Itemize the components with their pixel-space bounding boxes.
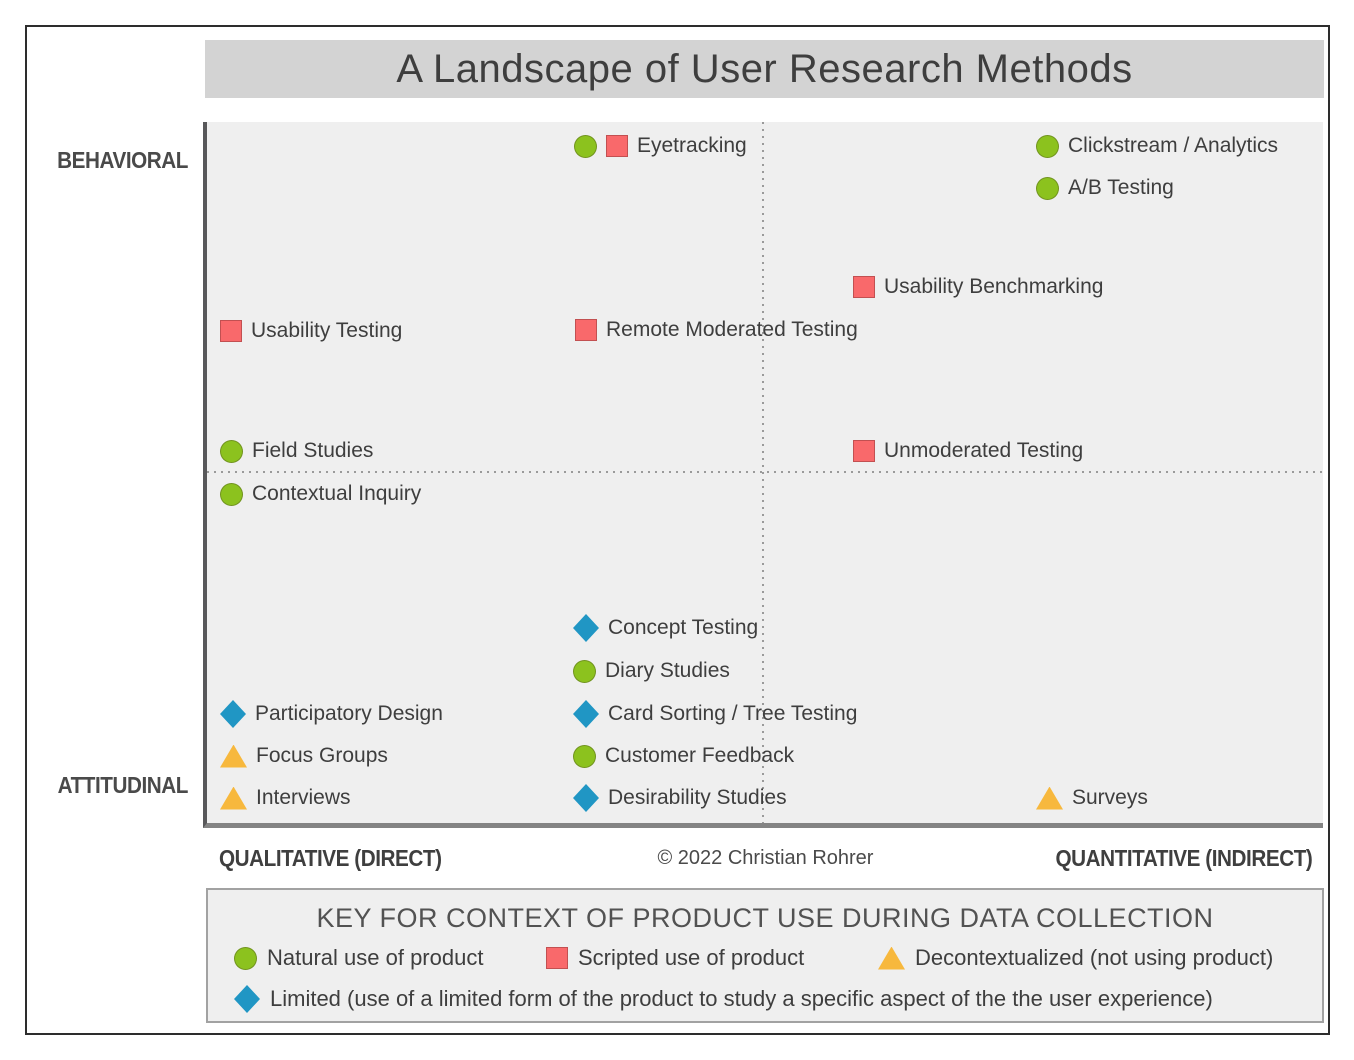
title-banner: A Landscape of User Research Methods — [205, 40, 1324, 98]
legend-label: Natural use of product — [267, 945, 484, 970]
limited-diamond-icon — [573, 614, 599, 642]
y-axis-label-behavioral: BEHAVIORAL — [57, 147, 189, 173]
method-item-usability-benchmarking: Usability Benchmarking — [853, 272, 1103, 302]
method-label: Clickstream / Analytics — [1068, 134, 1279, 157]
method-item-concept-testing: Concept Testing — [573, 613, 758, 643]
natural-circle-icon — [220, 439, 243, 463]
method-label: Interviews — [256, 786, 351, 809]
y-axis-label-attitudinal: ATTITUDINAL — [57, 772, 189, 798]
method-label: Customer Feedback — [605, 744, 795, 767]
method-item-desirability-studies: Desirability Studies — [573, 783, 787, 813]
page-title: A Landscape of User Research Methods — [396, 46, 1133, 91]
legend-label: Scripted use of product — [578, 945, 805, 970]
legend-title: KEY FOR CONTEXT OF PRODUCT USE DURING DA… — [316, 903, 1214, 933]
method-label: Contextual Inquiry — [252, 482, 422, 505]
method-label: Diary Studies — [605, 659, 730, 682]
limited-diamond-icon — [573, 700, 599, 728]
legend-label: Decontextualized (not using product) — [915, 945, 1274, 970]
scripted-square-icon — [853, 276, 875, 298]
method-item-remote-moderated-testing: Remote Moderated Testing — [575, 315, 858, 345]
method-item-contextual-inquiry: Contextual Inquiry — [220, 479, 421, 509]
method-item-eyetracking: Eyetracking — [574, 131, 747, 161]
limited-diamond-icon — [220, 700, 246, 728]
method-label: Card Sorting / Tree Testing — [608, 702, 858, 725]
method-item-a-b-testing: A/B Testing — [1036, 173, 1174, 203]
natural-circle-icon — [574, 134, 597, 158]
method-item-usability-testing: Usability Testing — [220, 316, 402, 346]
method-label: Usability Testing — [251, 319, 403, 342]
legend-entry-natural: Natural use of product — [234, 943, 483, 973]
x-axis-label-quantitative: QUANTITATIVE (INDIRECT) — [1055, 844, 1312, 871]
method-label: Usability Benchmarking — [884, 275, 1104, 298]
scripted-square-icon — [853, 440, 875, 462]
legend-label: Limited (use of a limited form of the pr… — [270, 986, 1213, 1011]
method-item-surveys: Surveys — [1036, 783, 1148, 813]
decontextualized-triangle-icon — [1036, 786, 1063, 810]
legend-box: KEY FOR CONTEXT OF PRODUCT USE DURING DA… — [206, 888, 1324, 1023]
limited-diamond-icon — [234, 985, 260, 1013]
horizontal-quadrant-divider-dotted-line — [207, 471, 1323, 473]
method-item-customer-feedback: Customer Feedback — [573, 741, 794, 771]
method-item-field-studies: Field Studies — [220, 436, 373, 466]
scripted-square-icon — [220, 320, 242, 342]
scripted-square-icon — [546, 947, 568, 969]
copyright-text: © 2022 Christian Rohrer — [657, 846, 874, 869]
method-label: Eyetracking — [637, 134, 747, 157]
decontextualized-triangle-icon — [220, 786, 247, 810]
method-item-participatory-design: Participatory Design — [220, 699, 443, 729]
natural-circle-icon — [1036, 134, 1059, 158]
method-label: Field Studies — [252, 439, 374, 462]
x-axis-label-qualitative: QUALITATIVE (DIRECT) — [219, 844, 442, 871]
natural-circle-icon — [573, 659, 596, 683]
natural-circle-icon — [573, 744, 596, 768]
limited-diamond-icon — [573, 784, 599, 812]
x-axis-row: QUALITATIVE (DIRECT) © 2022 Christian Ro… — [207, 841, 1324, 875]
method-item-unmoderated-testing: Unmoderated Testing — [853, 436, 1083, 466]
method-label: Concept Testing — [608, 616, 759, 639]
method-label: Remote Moderated Testing — [606, 318, 858, 341]
method-item-interviews: Interviews — [220, 783, 351, 813]
natural-circle-icon — [220, 482, 243, 506]
decontextualized-triangle-icon — [220, 744, 247, 768]
scripted-square-icon — [606, 135, 628, 157]
legend-entry-scripted: Scripted use of product — [546, 943, 804, 973]
natural-circle-icon — [234, 946, 257, 970]
method-item-diary-studies: Diary Studies — [573, 656, 730, 686]
method-item-clickstream-analytics: Clickstream / Analytics — [1036, 131, 1278, 161]
method-label: Surveys — [1072, 786, 1148, 809]
scripted-square-icon — [575, 319, 597, 341]
method-item-focus-groups: Focus Groups — [220, 741, 388, 771]
method-label: Participatory Design — [255, 702, 443, 725]
plot-area: Eyetracking Clickstream / Analytics A/B Te… — [203, 122, 1323, 828]
method-label: Unmoderated Testing — [884, 439, 1084, 462]
method-label: Focus Groups — [256, 744, 388, 767]
method-label: A/B Testing — [1068, 176, 1174, 199]
natural-circle-icon — [1036, 176, 1059, 200]
method-label: Desirability Studies — [608, 786, 787, 809]
decontextualized-triangle-icon — [878, 946, 905, 970]
legend-entry-limited: Limited (use of a limited form of the pr… — [234, 984, 1213, 1014]
method-item-card-sorting-tree-testing: Card Sorting / Tree Testing — [573, 699, 857, 729]
legend-entry-decontextualized: Decontextualized (not using product) — [878, 943, 1273, 973]
